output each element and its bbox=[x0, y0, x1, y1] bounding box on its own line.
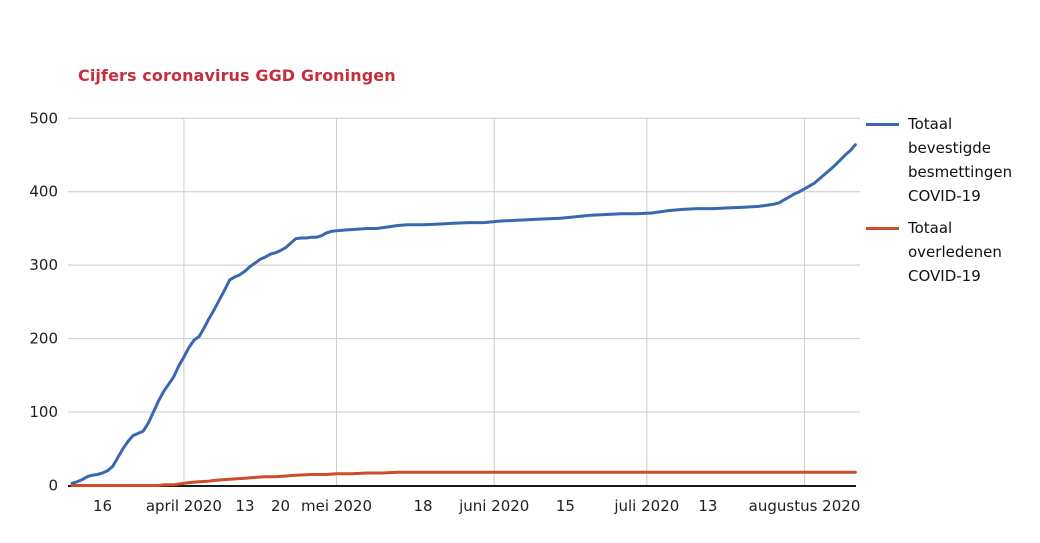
x-tick-label: 20 bbox=[271, 497, 290, 515]
x-tick-label: april 2020 bbox=[146, 497, 222, 515]
y-tick-label: 400 bbox=[29, 183, 58, 201]
x-tick-label: juli 2020 bbox=[613, 497, 679, 515]
legend: Totaal bevestigde besmettingen COVID-19 … bbox=[866, 112, 1036, 288]
legend-swatch-confirmed-icon bbox=[866, 123, 899, 126]
legend-entry-confirmed: Totaal bevestigde besmettingen COVID-19 bbox=[866, 112, 1036, 208]
y-tick-label: 0 bbox=[48, 477, 58, 495]
legend-swatch-deaths-icon bbox=[866, 227, 899, 230]
x-tick-label: augustus 2020 bbox=[749, 497, 861, 515]
x-tick-label: 13 bbox=[698, 497, 717, 515]
x-tick-label: mei 2020 bbox=[301, 497, 372, 515]
series-line-confirmed bbox=[70, 143, 857, 485]
y-tick-label: 100 bbox=[29, 403, 58, 421]
x-tick-label: 18 bbox=[413, 497, 432, 515]
y-tick-label: 500 bbox=[29, 109, 58, 127]
legend-label-deaths: Totaal overledenen COVID-19 bbox=[908, 219, 1002, 285]
x-tick-label: 16 bbox=[93, 497, 112, 515]
x-tick-label: juni 2020 bbox=[458, 497, 529, 515]
legend-entry-deaths: Totaal overledenen COVID-19 bbox=[866, 216, 1036, 288]
y-tick-label: 300 bbox=[29, 256, 58, 274]
chart-title: Cijfers coronavirus GGD Groningen bbox=[78, 66, 396, 85]
series-line-deaths bbox=[70, 470, 857, 487]
x-tick-label: 15 bbox=[556, 497, 575, 515]
y-tick-label: 200 bbox=[29, 330, 58, 348]
legend-label-confirmed: Totaal bevestigde besmettingen COVID-19 bbox=[908, 115, 1013, 205]
x-tick-label: 13 bbox=[235, 497, 254, 515]
